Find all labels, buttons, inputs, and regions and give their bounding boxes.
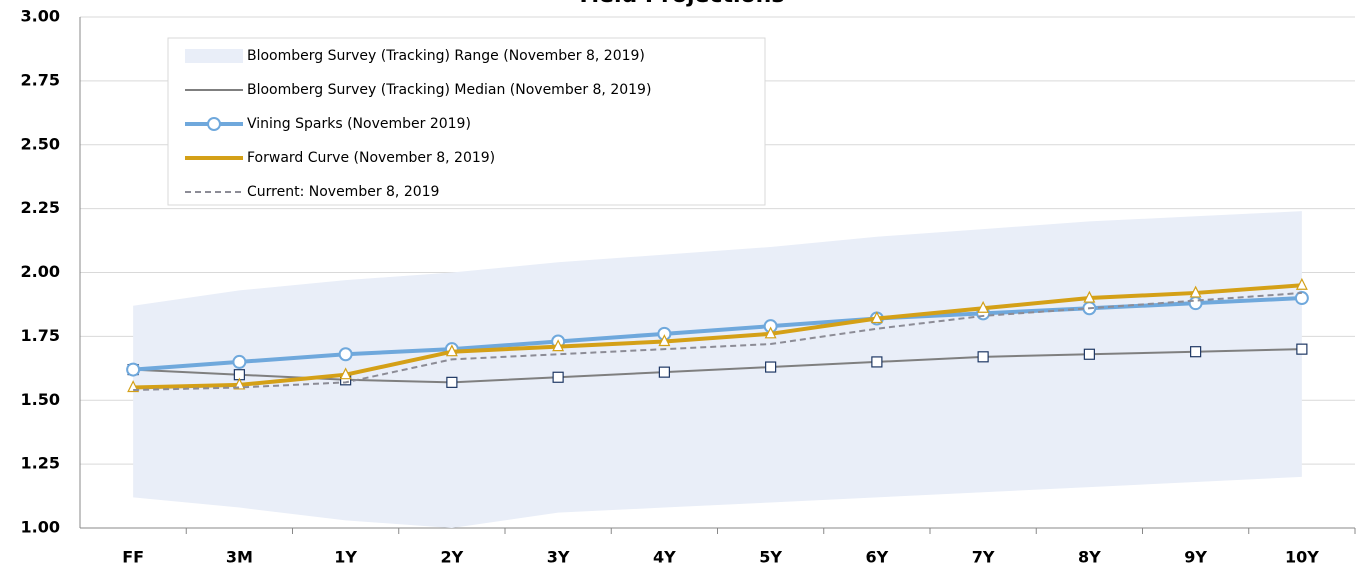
y-tick-label: 1.75 bbox=[21, 326, 60, 345]
x-tick-label: 9Y bbox=[1184, 548, 1207, 567]
point bbox=[764, 326, 777, 339]
point bbox=[339, 367, 352, 380]
point bbox=[1190, 346, 1202, 358]
point bbox=[1294, 291, 1309, 306]
x-tick-label: 8Y bbox=[1078, 548, 1101, 567]
point bbox=[977, 300, 990, 313]
y-tick-label: 1.25 bbox=[21, 454, 60, 473]
y-tick-label: 1.50 bbox=[21, 390, 60, 409]
point bbox=[126, 362, 141, 377]
y-tick-label: 2.00 bbox=[21, 262, 60, 281]
y-tick-label: 3.00 bbox=[21, 7, 60, 26]
point bbox=[552, 371, 564, 383]
point bbox=[233, 377, 246, 390]
x-tick-label: 7Y bbox=[972, 548, 995, 567]
x-tick-label: 10Y bbox=[1285, 548, 1319, 567]
series-line bbox=[133, 291, 1302, 392]
legend-label: Current: November 8, 2019 bbox=[247, 184, 439, 200]
legend-label: Vining Sparks (November 2019) bbox=[247, 116, 471, 132]
legend-marker bbox=[207, 117, 221, 131]
point bbox=[445, 344, 458, 357]
point bbox=[658, 334, 671, 347]
series-line bbox=[133, 348, 1302, 384]
point bbox=[1189, 285, 1202, 298]
y-tick-label: 2.75 bbox=[21, 70, 60, 89]
point bbox=[1083, 290, 1096, 303]
series-line bbox=[133, 283, 1303, 390]
x-tick-label: FF bbox=[122, 548, 144, 567]
point bbox=[658, 366, 670, 378]
y-tick-label: 2.50 bbox=[21, 134, 60, 153]
y-tick-label: 1.00 bbox=[21, 518, 60, 537]
series-line bbox=[132, 296, 1302, 372]
chart-title: Yield Projections bbox=[575, 0, 785, 8]
point bbox=[871, 356, 883, 368]
x-tick-label: 1Y bbox=[334, 548, 357, 567]
legend-box bbox=[167, 37, 766, 206]
legend: Bloomberg Survey (Tracking) Range (Novem… bbox=[167, 37, 766, 206]
x-tick-label: 6Y bbox=[866, 548, 889, 567]
x-tick-label: 3Y bbox=[547, 548, 570, 567]
legend-label: Forward Curve (November 8, 2019) bbox=[247, 150, 495, 166]
point bbox=[1296, 343, 1308, 355]
plot bbox=[126, 211, 1309, 528]
point bbox=[552, 339, 565, 352]
point bbox=[765, 361, 777, 373]
legend-label: Bloomberg Survey (Tracking) Median (Nove… bbox=[247, 82, 651, 98]
x-tick-label: 3M bbox=[226, 548, 253, 567]
point bbox=[977, 351, 989, 363]
point bbox=[1295, 277, 1308, 290]
legend-swatch bbox=[185, 49, 243, 63]
legend-label: Bloomberg Survey (Tracking) Range (Novem… bbox=[247, 48, 645, 64]
point bbox=[1188, 296, 1203, 311]
y-tick-label: 2.25 bbox=[21, 198, 60, 217]
x-tick-label: 5Y bbox=[759, 548, 782, 567]
point bbox=[446, 376, 458, 388]
point bbox=[232, 354, 247, 369]
point bbox=[338, 347, 353, 362]
point bbox=[870, 311, 883, 324]
point bbox=[1083, 348, 1095, 360]
x-tick-label: 4Y bbox=[653, 548, 676, 567]
x-tick-label: 2Y bbox=[441, 548, 464, 567]
